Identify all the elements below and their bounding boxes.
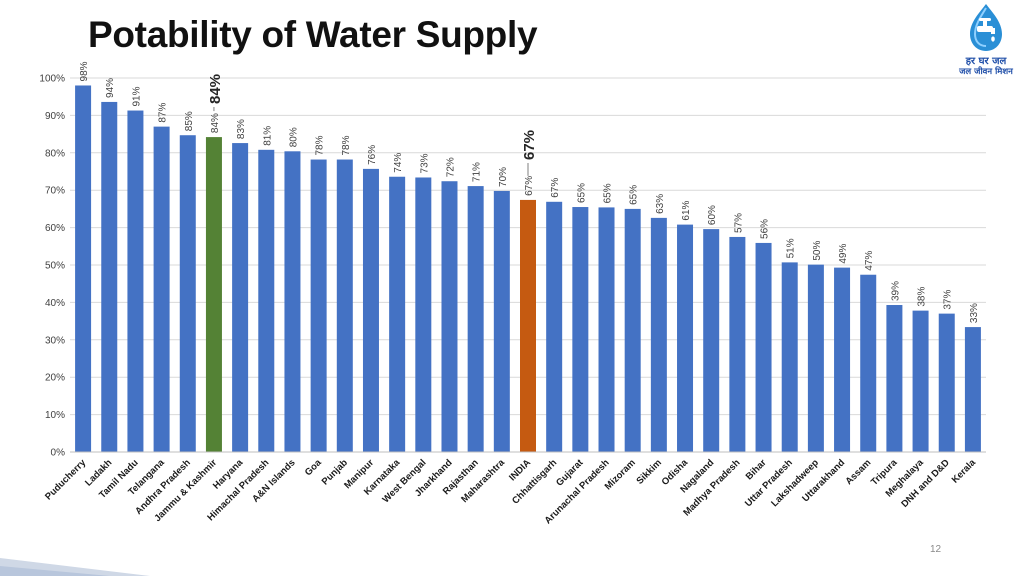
bar xyxy=(598,207,615,452)
bar xyxy=(886,305,903,452)
bar xyxy=(284,151,301,452)
bar xyxy=(860,274,877,452)
data-label: 72% xyxy=(445,157,456,177)
logo-text-line1: हर घर जल xyxy=(965,56,1007,67)
bar xyxy=(441,181,458,452)
y-tick-label: 0% xyxy=(51,448,66,459)
bar xyxy=(964,327,981,452)
bar xyxy=(703,229,720,452)
data-label: 91% xyxy=(131,86,142,106)
bar xyxy=(546,201,563,452)
data-label: 76% xyxy=(367,145,378,165)
bar xyxy=(310,159,327,453)
y-tick-label: 90% xyxy=(45,111,65,122)
data-label: 74% xyxy=(393,153,404,173)
bar xyxy=(467,186,484,452)
bar xyxy=(677,224,694,452)
bar xyxy=(912,310,929,452)
data-label: 63% xyxy=(655,194,666,214)
data-label: 47% xyxy=(864,251,875,271)
data-label: 37% xyxy=(943,289,954,309)
y-tick-label: 30% xyxy=(45,335,65,346)
data-label: 65% xyxy=(576,183,587,203)
bar xyxy=(650,217,667,452)
callout-label: 84% xyxy=(207,74,224,104)
bar xyxy=(389,176,406,452)
y-tick-label: 50% xyxy=(45,261,65,272)
bar xyxy=(572,207,589,452)
x-tick-label: Assam xyxy=(844,457,874,487)
data-label: 87% xyxy=(158,102,169,122)
bar-chart: 0% 10% 20% 30% 40% 50% 60% 70% 80% 90% 100% 98% Pudu… xyxy=(39,61,986,526)
y-tick-label: 70% xyxy=(45,186,65,197)
bar xyxy=(624,208,641,452)
bar xyxy=(938,313,955,452)
bar xyxy=(834,267,851,452)
y-tick-label: 40% xyxy=(45,298,65,309)
x-tick-label: Kerala xyxy=(950,457,979,486)
data-label: 33% xyxy=(969,303,980,323)
bar xyxy=(781,262,798,452)
x-tick-label: Sikkim xyxy=(635,457,664,486)
bar xyxy=(75,85,92,452)
page-title: Potability of Water Supply xyxy=(88,14,538,55)
data-label: 38% xyxy=(917,287,928,307)
data-label: 56% xyxy=(760,219,771,239)
data-label: 78% xyxy=(315,135,326,155)
y-tick-label: 60% xyxy=(45,223,65,234)
bar xyxy=(362,168,379,452)
data-label: 94% xyxy=(105,78,116,98)
bar xyxy=(205,137,222,453)
data-label: 49% xyxy=(838,243,849,263)
data-label: 61% xyxy=(681,200,692,220)
logo-text-line2: जल जीवन मिशन xyxy=(959,67,1013,77)
data-label: 71% xyxy=(472,162,483,182)
jal-jeevan-mission-logo: हर घर जल जल जीवन मिशन xyxy=(948,2,1024,80)
data-label: 81% xyxy=(262,126,273,146)
bar xyxy=(101,101,118,452)
bar xyxy=(179,135,196,453)
data-label: 98% xyxy=(79,61,90,81)
y-tick-label: 20% xyxy=(45,373,65,384)
data-label: 65% xyxy=(629,185,640,205)
data-label: 51% xyxy=(786,238,797,258)
data-label: 57% xyxy=(733,213,744,233)
data-label: 78% xyxy=(341,135,352,155)
bar xyxy=(520,199,536,452)
y-tick-label: 100% xyxy=(39,74,65,85)
callout-label: 67% xyxy=(521,130,538,160)
data-label: 50% xyxy=(812,241,823,261)
y-tick-label: 10% xyxy=(45,410,65,421)
bar xyxy=(153,126,170,453)
bar xyxy=(755,242,772,452)
bar xyxy=(232,143,249,453)
bar xyxy=(493,190,510,452)
bar xyxy=(415,177,432,452)
data-label: 60% xyxy=(707,205,718,225)
data-label: 65% xyxy=(603,183,614,203)
x-tick-label: Puducherry xyxy=(43,457,89,503)
page-number: 12 xyxy=(930,544,942,555)
decorative-corner-band xyxy=(0,558,150,576)
data-label: 84% xyxy=(210,113,221,133)
data-label: 85% xyxy=(184,111,195,131)
x-tick-label: Goa xyxy=(303,457,324,478)
bar xyxy=(127,110,144,453)
data-label: 39% xyxy=(890,281,901,301)
bar xyxy=(336,159,353,453)
data-label: 80% xyxy=(288,127,299,147)
data-label: 83% xyxy=(236,119,247,139)
water-tap-icon xyxy=(970,4,1002,51)
bar xyxy=(729,236,746,452)
data-label: 73% xyxy=(419,153,430,173)
data-label: 67% xyxy=(550,178,561,198)
y-tick-label: 80% xyxy=(45,148,65,159)
bar xyxy=(258,149,275,453)
bar xyxy=(807,264,824,452)
data-label: 67% xyxy=(524,176,535,196)
data-label: 70% xyxy=(498,167,509,187)
